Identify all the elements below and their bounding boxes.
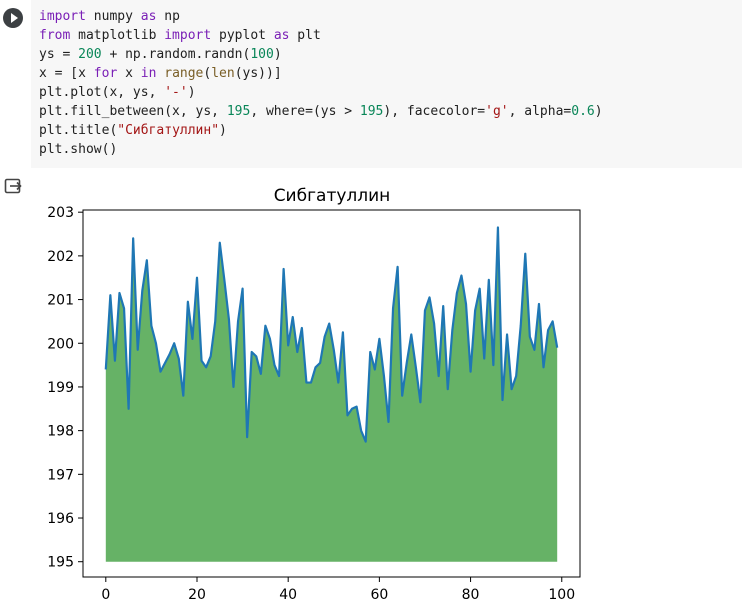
code-token: import: [39, 9, 86, 24]
y-tick-label: 200: [47, 336, 74, 352]
code-token: numpy: [85, 9, 141, 24]
code-line[interactable]: plt.fill_between(x, ys, 195, where=(ys >…: [39, 102, 742, 121]
code-token: pyplot: [211, 28, 274, 43]
code-token: ): [187, 85, 196, 100]
code-token: np: [156, 9, 180, 24]
code-editor[interactable]: import numpy as np from matplotlib import…: [31, 0, 742, 168]
y-tick-label: 196: [47, 511, 74, 527]
area-chart: Сибгатуллин 0 20 40 60 80 100 195 196 197 198 199 2…: [47, 186, 581, 603]
x-tick-label: 60: [370, 587, 388, 603]
code-line[interactable]: from matplotlib import pyplot as plt: [39, 26, 742, 45]
y-tick-label: 202: [47, 249, 74, 265]
code-token: , alpha=: [508, 104, 572, 119]
code-token: as: [140, 9, 157, 24]
code-token: plt.show(): [39, 142, 118, 157]
x-tick-label: 40: [279, 587, 297, 603]
code-token: x = [x: [39, 66, 94, 81]
code-token: '-': [164, 85, 188, 100]
code-token: 200: [78, 47, 102, 62]
cell-output: Сибгатуллин 0 20 40 60 80 100 195 196 197 198 199 2…: [31, 176, 591, 610]
code-token: plt.plot(x, ys,: [39, 85, 165, 100]
code-token: , where=(ys >: [250, 104, 360, 119]
play-icon[interactable]: [3, 8, 23, 28]
code-token: import: [164, 28, 212, 43]
code-token: ): [594, 104, 603, 119]
fill-area: [105, 227, 558, 562]
code-line[interactable]: plt.title("Сибгатуллин"): [39, 121, 742, 140]
y-tick-label: 195: [47, 555, 74, 571]
plot-frame: [82, 209, 581, 578]
code-cell[interactable]: import numpy as np from matplotlib import…: [0, 0, 742, 168]
code-token: in: [140, 66, 157, 81]
code-token: ): [219, 123, 227, 138]
series-line: [104, 226, 559, 443]
code-line[interactable]: plt.show(): [39, 140, 742, 159]
x-tick-label: 0: [101, 587, 110, 603]
code-line[interactable]: plt.plot(x, ys, '-'): [39, 83, 742, 102]
code-token: range: [164, 66, 204, 81]
code-line[interactable]: ys = 200 + np.random.randn(100): [39, 45, 742, 64]
code-token: for: [93, 66, 118, 81]
x-tick-label: 20: [188, 587, 206, 603]
x-tick-label: 80: [462, 587, 480, 603]
code-token: 'g': [485, 104, 509, 119]
y-tick-label: 203: [47, 205, 74, 221]
x-tick-label: 100: [548, 587, 575, 603]
chart-title: Сибгатуллин: [274, 186, 391, 206]
code-token: x: [117, 66, 141, 81]
code-token: (: [203, 66, 212, 81]
code-token: from: [39, 28, 71, 43]
code-token: ), facecolor=: [383, 104, 486, 119]
code-line[interactable]: import numpy as np: [39, 7, 742, 26]
code-token: 0.6: [571, 104, 595, 119]
code-line[interactable]: x = [x for x in range(len(ys))]: [39, 64, 742, 83]
code-token: plt.fill_between(x, ys,: [39, 104, 227, 119]
code-token: ys =: [39, 47, 79, 62]
code-token: ): [273, 47, 282, 62]
code-token: matplotlib: [70, 28, 165, 43]
y-tick-label: 199: [47, 380, 74, 396]
code-token: plt: [289, 28, 321, 43]
code-token: 195: [359, 104, 384, 119]
y-tick-label: 198: [47, 424, 74, 440]
code-token: 100: [250, 47, 274, 62]
code-token: + np.random.randn(: [101, 47, 251, 62]
code-token: as: [273, 28, 290, 43]
y-tick-label: 197: [47, 467, 74, 483]
output-exit-icon[interactable]: [4, 177, 22, 195]
code-token: len: [211, 66, 235, 81]
y-tick-label: 201: [47, 293, 74, 309]
code-token: 195: [226, 104, 251, 119]
code-token: (ys))]: [234, 66, 282, 81]
code-token: "Сибгатуллин": [117, 123, 220, 138]
code-token: plt.title(: [39, 123, 118, 138]
